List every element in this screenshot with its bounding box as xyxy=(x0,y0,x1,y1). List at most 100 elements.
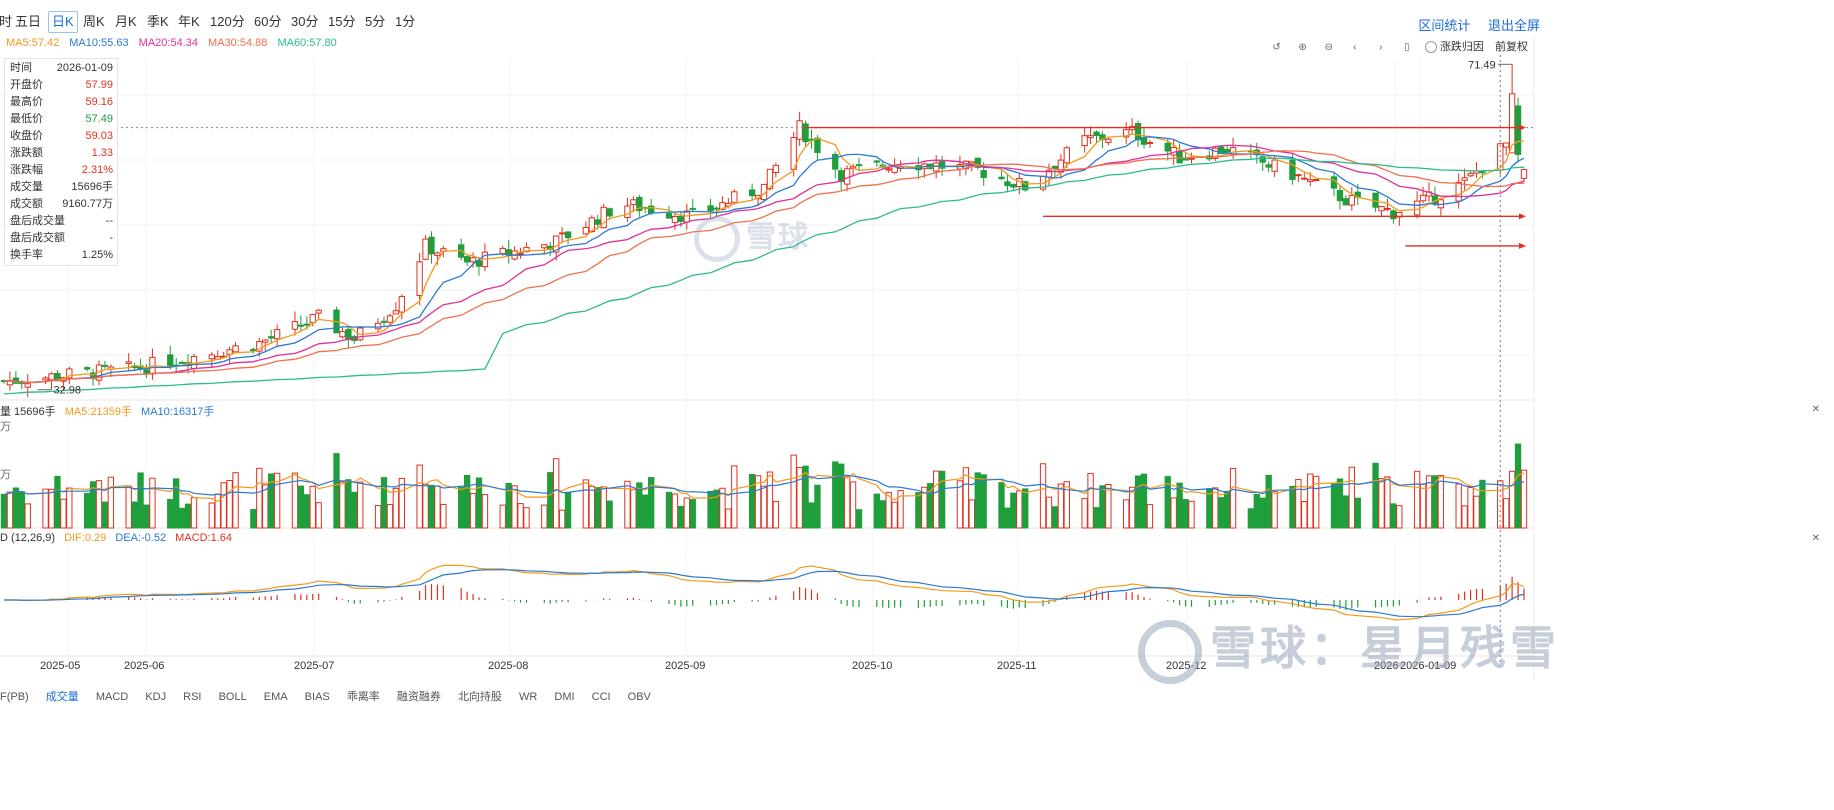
close-volume-icon[interactable]: ✕ xyxy=(1811,404,1820,415)
volume-bar xyxy=(1016,490,1023,529)
volume-bar xyxy=(1146,504,1154,529)
candle xyxy=(1022,181,1029,191)
volume-bar xyxy=(933,470,940,529)
volume-bar xyxy=(1265,474,1272,529)
volume-bar xyxy=(1431,475,1439,529)
tab-week-k[interactable]: 周K xyxy=(83,14,105,29)
indicator-tab[interactable]: KDJ xyxy=(145,691,167,703)
tab-five-day[interactable]: 五日 xyxy=(15,14,42,29)
restore-right-dropdown[interactable]: 前复权 xyxy=(1495,41,1528,53)
volume-bar xyxy=(208,502,215,529)
volume-bar xyxy=(582,479,590,529)
volume-bar xyxy=(345,479,352,529)
x-axis-label: 2025-11 xyxy=(997,660,1037,672)
tab-120min[interactable]: 120分 xyxy=(210,14,245,29)
volume-bar xyxy=(1164,476,1171,529)
info-row: 盘后成交量 -- xyxy=(10,215,113,227)
tab-1min[interactable]: 1分 xyxy=(395,14,416,29)
candle-toggle-icon[interactable]: ▯ xyxy=(1404,42,1410,53)
tab-30min[interactable]: 30分 xyxy=(291,14,319,29)
volume-bar xyxy=(440,503,447,529)
indicator-tab[interactable]: BOLL xyxy=(218,691,247,703)
candle xyxy=(475,260,483,267)
zoom-out-icon[interactable]: ⊖ xyxy=(1324,42,1333,53)
volume-bar xyxy=(374,504,382,529)
indicator-tab[interactable]: 北向持股 xyxy=(457,691,502,703)
indicator-tab[interactable]: BIAS xyxy=(304,691,330,703)
volume-bar xyxy=(1081,498,1088,529)
volume-bar xyxy=(547,472,554,529)
candle xyxy=(564,231,572,239)
macd-param-label: D (12,26,9) xyxy=(0,532,56,544)
candle xyxy=(1348,194,1355,206)
tab-60min[interactable]: 60分 xyxy=(254,14,282,29)
volume-bar xyxy=(588,485,595,529)
tab-intraday[interactable]: 时 xyxy=(0,14,13,29)
indicator-tab[interactable]: OBV xyxy=(627,691,651,703)
volume-bar xyxy=(481,494,489,529)
volume-bar xyxy=(1289,485,1296,529)
volume-bar xyxy=(968,499,975,529)
indicator-tab[interactable]: 成交量 xyxy=(45,691,79,703)
indicator-tab[interactable]: 乖离率 xyxy=(346,691,380,703)
candle xyxy=(262,339,269,343)
tab-quarter-k[interactable]: 季K xyxy=(147,14,169,29)
indicator-tab[interactable]: RSI xyxy=(183,691,202,703)
candle xyxy=(766,168,774,190)
indicator-tab[interactable]: 融资融券 xyxy=(396,691,441,703)
reset-icon[interactable]: ↺ xyxy=(1272,42,1281,53)
x-axis-label: 2025-08 xyxy=(488,660,528,672)
close-macd-icon[interactable]: ✕ xyxy=(1811,533,1820,544)
candle xyxy=(1093,131,1100,136)
ma10-label: MA10:55.63 xyxy=(69,37,129,49)
volume-bar xyxy=(107,476,115,529)
tab-15min[interactable]: 15分 xyxy=(328,14,356,29)
candle xyxy=(677,215,685,222)
ma20-label: MA20:54.34 xyxy=(138,37,198,49)
tab-year-k[interactable]: 年K xyxy=(178,14,200,29)
x-axis-label: 2026 xyxy=(1374,660,1398,672)
volume-bar xyxy=(1045,496,1053,529)
tab-day-k[interactable]: 日K xyxy=(48,11,78,33)
indicator-tab[interactable]: MACD xyxy=(95,691,129,703)
candle xyxy=(802,123,809,143)
volume-bar xyxy=(1301,501,1308,529)
volume-bar xyxy=(48,488,55,529)
volume-bar xyxy=(469,492,477,529)
candle xyxy=(422,238,429,260)
volume-bar xyxy=(606,500,613,529)
candle xyxy=(588,217,595,233)
indicator-tab[interactable]: CCI xyxy=(591,691,611,703)
volume-bar xyxy=(517,503,524,529)
exit-fullscreen-link[interactable]: 退出全屏 xyxy=(1487,18,1540,33)
candle xyxy=(463,256,471,263)
volume-bar xyxy=(1437,475,1445,529)
volume-bar xyxy=(683,497,690,529)
range-stats-link[interactable]: 区间统计 xyxy=(1418,18,1471,33)
volume-bar xyxy=(974,472,981,529)
scroll-right-icon[interactable]: › xyxy=(1379,42,1383,53)
tab-month-k[interactable]: 月K xyxy=(115,14,137,29)
attribution-radio[interactable] xyxy=(1424,41,1437,54)
tab-5min[interactable]: 5分 xyxy=(365,14,386,29)
volume-bar xyxy=(541,504,548,529)
candle xyxy=(796,120,803,140)
kline-chart[interactable]: 71.49 32.98 2025-05 2025-06 2025-07 2025-08 2… xyxy=(0,0,1540,690)
zoom-in-icon[interactable]: ⊕ xyxy=(1298,42,1307,53)
candle xyxy=(345,329,352,340)
indicator-tab[interactable]: DMI xyxy=(554,691,575,703)
candle xyxy=(380,320,388,323)
candle xyxy=(1289,159,1296,180)
info-row: 盘后成交额 - xyxy=(10,232,113,244)
scroll-left-icon[interactable]: ‹ xyxy=(1353,42,1357,53)
volume-bar xyxy=(707,490,714,529)
volume-bar xyxy=(137,472,144,529)
candle xyxy=(523,246,530,253)
volume-bar xyxy=(754,475,762,529)
candle xyxy=(1188,157,1195,160)
indicator-tab[interactable]: F(PB) xyxy=(0,691,29,703)
indicator-tab[interactable]: EMA xyxy=(263,691,288,703)
candle xyxy=(832,154,839,170)
indicator-tab[interactable]: WR xyxy=(519,691,538,703)
candle xyxy=(1170,146,1177,156)
